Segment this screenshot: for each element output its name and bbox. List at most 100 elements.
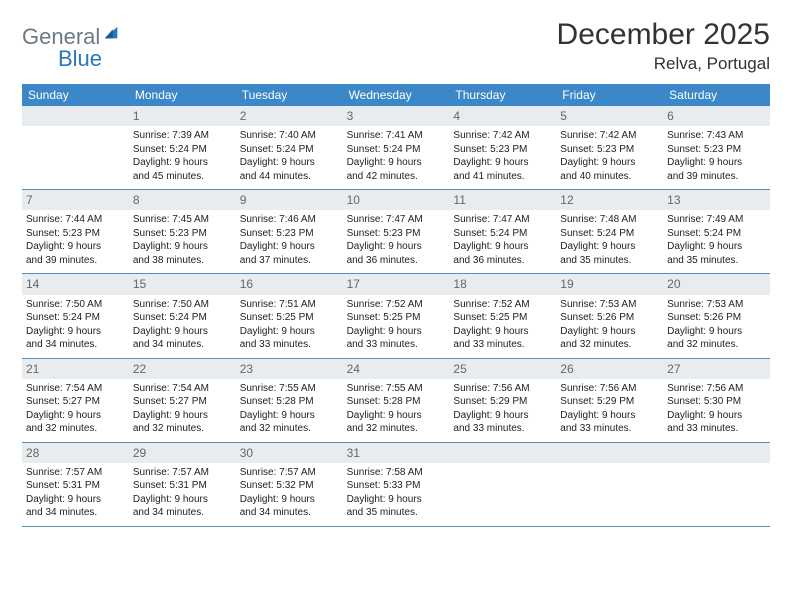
sunset-text: Sunset: 5:33 PM bbox=[347, 479, 446, 493]
day-number: 15 bbox=[129, 274, 236, 294]
week-row: 14Sunrise: 7:50 AMSunset: 5:24 PMDayligh… bbox=[22, 274, 770, 358]
daylight-text: Daylight: 9 hours bbox=[560, 409, 659, 423]
daylight-text: and 42 minutes. bbox=[347, 170, 446, 184]
weekday-header: Thursday bbox=[449, 84, 556, 106]
day-number: 21 bbox=[22, 359, 129, 379]
sunset-text: Sunset: 5:23 PM bbox=[347, 227, 446, 241]
daylight-text: and 32 minutes. bbox=[667, 338, 766, 352]
day-cell: 1Sunrise: 7:39 AMSunset: 5:24 PMDaylight… bbox=[129, 106, 236, 189]
daylight-text: and 32 minutes. bbox=[240, 422, 339, 436]
day-number: 23 bbox=[236, 359, 343, 379]
sunset-text: Sunset: 5:24 PM bbox=[453, 227, 552, 241]
day-cell: 6Sunrise: 7:43 AMSunset: 5:23 PMDaylight… bbox=[663, 106, 770, 189]
sunrise-text: Sunrise: 7:45 AM bbox=[133, 213, 232, 227]
sunset-text: Sunset: 5:23 PM bbox=[240, 227, 339, 241]
calendar-page: GeneralBlue December 2025 Relva, Portuga… bbox=[0, 0, 792, 527]
daylight-text: Daylight: 9 hours bbox=[240, 156, 339, 170]
day-cell: 19Sunrise: 7:53 AMSunset: 5:26 PMDayligh… bbox=[556, 274, 663, 357]
sunset-text: Sunset: 5:32 PM bbox=[240, 479, 339, 493]
sunset-text: Sunset: 5:23 PM bbox=[26, 227, 125, 241]
day-number: 20 bbox=[663, 274, 770, 294]
day-cell: 25Sunrise: 7:56 AMSunset: 5:29 PMDayligh… bbox=[449, 359, 556, 442]
sunset-text: Sunset: 5:27 PM bbox=[133, 395, 232, 409]
day-cell: 30 Sunrise: 7:57 AMSunset: 5:32 PMDayligh… bbox=[236, 443, 343, 526]
day-number: 27 bbox=[663, 359, 770, 379]
day-cell: 16Sunrise: 7:51 AMSunset: 5:25 PMDayligh… bbox=[236, 274, 343, 357]
sunrise-text: Sunrise: 7:52 AM bbox=[453, 298, 552, 312]
sunrise-text: Sunrise: 7:53 AM bbox=[667, 298, 766, 312]
sunrise-text: Sunrise: 7:47 AM bbox=[347, 213, 446, 227]
daylight-text: Daylight: 9 hours bbox=[667, 409, 766, 423]
day-cell: 7Sunrise: 7:44 AMSunset: 5:23 PMDaylight… bbox=[22, 190, 129, 273]
header-row: GeneralBlue December 2025 Relva, Portuga… bbox=[22, 18, 770, 74]
sunrise-text: Sunrise: 7:43 AM bbox=[667, 129, 766, 143]
day-number: 28 bbox=[22, 443, 129, 463]
month-title: December 2025 bbox=[557, 18, 770, 52]
daylight-text: Daylight: 9 hours bbox=[240, 325, 339, 339]
sunrise-text: Sunrise: 7:57 AM bbox=[240, 466, 339, 480]
sunset-text: Sunset: 5:25 PM bbox=[347, 311, 446, 325]
sunrise-text: Sunrise: 7:56 AM bbox=[560, 382, 659, 396]
day-cell: 20Sunrise: 7:53 AMSunset: 5:26 PMDayligh… bbox=[663, 274, 770, 357]
daylight-text: Daylight: 9 hours bbox=[560, 240, 659, 254]
daylight-text: Daylight: 9 hours bbox=[560, 325, 659, 339]
title-block: December 2025 Relva, Portugal bbox=[557, 18, 770, 74]
sunrise-text: Sunrise: 7:42 AM bbox=[453, 129, 552, 143]
day-cell: 12Sunrise: 7:48 AMSunset: 5:24 PMDayligh… bbox=[556, 190, 663, 273]
day-cell bbox=[449, 443, 556, 526]
sunset-text: Sunset: 5:29 PM bbox=[453, 395, 552, 409]
daylight-text: Daylight: 9 hours bbox=[133, 156, 232, 170]
sunset-text: Sunset: 5:24 PM bbox=[667, 227, 766, 241]
sunrise-text: Sunrise: 7:54 AM bbox=[133, 382, 232, 396]
day-cell: 3Sunrise: 7:41 AMSunset: 5:24 PMDaylight… bbox=[343, 106, 450, 189]
daylight-text: Daylight: 9 hours bbox=[453, 156, 552, 170]
day-cell: 26Sunrise: 7:56 AMSunset: 5:29 PMDayligh… bbox=[556, 359, 663, 442]
day-number-empty bbox=[22, 106, 129, 126]
day-cell: 31Sunrise: 7:58 AMSunset: 5:33 PMDayligh… bbox=[343, 443, 450, 526]
weekday-header: Sunday bbox=[22, 84, 129, 106]
day-cell: 23Sunrise: 7:55 AMSunset: 5:28 PMDayligh… bbox=[236, 359, 343, 442]
day-number: 6 bbox=[663, 106, 770, 126]
sunset-text: Sunset: 5:24 PM bbox=[133, 143, 232, 157]
day-cell: 15Sunrise: 7:50 AMSunset: 5:24 PMDayligh… bbox=[129, 274, 236, 357]
sunrise-text: Sunrise: 7:51 AM bbox=[240, 298, 339, 312]
day-number: 29 bbox=[129, 443, 236, 463]
sunset-text: Sunset: 5:31 PM bbox=[26, 479, 125, 493]
sunrise-text: Sunrise: 7:50 AM bbox=[133, 298, 232, 312]
day-cell bbox=[663, 443, 770, 526]
sunrise-text: Sunrise: 7:58 AM bbox=[347, 466, 446, 480]
daylight-text: Daylight: 9 hours bbox=[133, 409, 232, 423]
day-number-empty bbox=[556, 443, 663, 463]
sunset-text: Sunset: 5:28 PM bbox=[347, 395, 446, 409]
daylight-text: Daylight: 9 hours bbox=[667, 325, 766, 339]
daylight-text: Daylight: 9 hours bbox=[26, 325, 125, 339]
daylight-text: and 33 minutes. bbox=[560, 422, 659, 436]
day-number: 30 bbox=[236, 443, 343, 463]
daylight-text: and 32 minutes. bbox=[560, 338, 659, 352]
day-number-empty bbox=[449, 443, 556, 463]
daylight-text: and 44 minutes. bbox=[240, 170, 339, 184]
day-cell: 14Sunrise: 7:50 AMSunset: 5:24 PMDayligh… bbox=[22, 274, 129, 357]
sunrise-text: Sunrise: 7:46 AM bbox=[240, 213, 339, 227]
day-cell: 2Sunrise: 7:40 AMSunset: 5:24 PMDaylight… bbox=[236, 106, 343, 189]
daylight-text: and 33 minutes. bbox=[240, 338, 339, 352]
day-cell: 13Sunrise: 7:49 AMSunset: 5:24 PMDayligh… bbox=[663, 190, 770, 273]
daylight-text: Daylight: 9 hours bbox=[667, 156, 766, 170]
daylight-text: Daylight: 9 hours bbox=[667, 240, 766, 254]
daylight-text: Daylight: 9 hours bbox=[26, 493, 125, 507]
day-number: 4 bbox=[449, 106, 556, 126]
logo-sail-icon bbox=[102, 24, 120, 47]
sunset-text: Sunset: 5:25 PM bbox=[240, 311, 339, 325]
daylight-text: and 37 minutes. bbox=[240, 254, 339, 268]
daylight-text: Daylight: 9 hours bbox=[240, 493, 339, 507]
daylight-text: and 33 minutes. bbox=[667, 422, 766, 436]
day-cell: 17Sunrise: 7:52 AMSunset: 5:25 PMDayligh… bbox=[343, 274, 450, 357]
sunset-text: Sunset: 5:28 PM bbox=[240, 395, 339, 409]
sunrise-text: Sunrise: 7:41 AM bbox=[347, 129, 446, 143]
daylight-text: and 38 minutes. bbox=[133, 254, 232, 268]
week-row: 1Sunrise: 7:39 AMSunset: 5:24 PMDaylight… bbox=[22, 106, 770, 190]
daylight-text: and 35 minutes. bbox=[560, 254, 659, 268]
sunset-text: Sunset: 5:29 PM bbox=[560, 395, 659, 409]
day-cell: 28Sunrise: 7:57 AMSunset: 5:31 PMDayligh… bbox=[22, 443, 129, 526]
sunrise-text: Sunrise: 7:54 AM bbox=[26, 382, 125, 396]
